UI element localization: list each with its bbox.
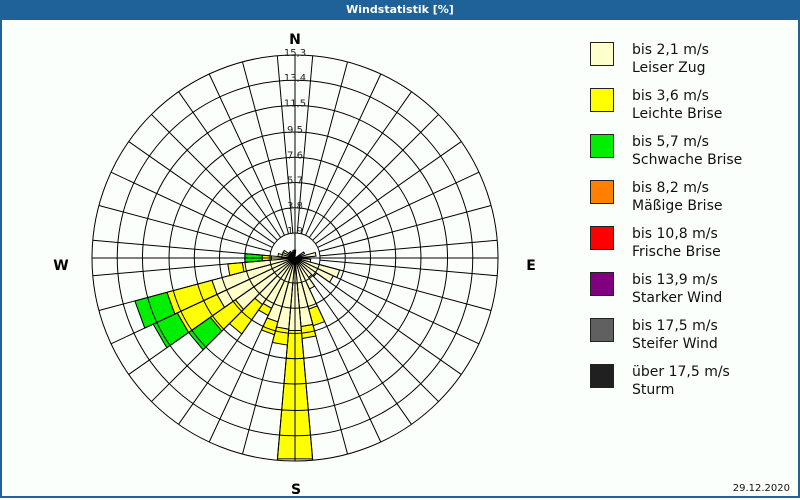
grid-spoke [178,278,282,425]
legend-label: Mäßige Brise [632,198,723,214]
grid-spoke [110,268,273,345]
legend-label: Steifer Wind [632,336,718,352]
compass-north: N [289,32,301,48]
radial-tick-label: 11,5 [284,98,306,109]
grid-spoke [92,259,271,277]
legend-swatch [590,180,614,204]
grid-spoke [317,268,480,345]
grid-spoke [178,91,282,238]
compass-west: W [53,258,68,274]
grid-spoke [128,141,275,245]
legend-label: Leichte Brise [632,106,723,122]
legend-label: Frische Brise [632,244,721,260]
legend-swatch [590,272,614,296]
grid-spoke [315,141,462,245]
grid-spoke [241,282,290,455]
legend-swatch [590,226,614,250]
grid-spoke [208,73,285,236]
wind-rose-bars [134,249,341,460]
grid-spoke [151,275,278,402]
legend-swatch [590,318,614,342]
wind-sector-segment [277,252,283,258]
grid-spoke [319,239,498,257]
grid-spoke [319,259,498,277]
grid-spoke [151,114,278,241]
legend-label: Leiser Zug [632,60,706,76]
radial-tick-label: 15,3 [284,48,306,59]
radial-tick-label: 5,7 [287,176,303,187]
grid-spoke [319,263,492,312]
legend-speed: bis 13,9 m/s [632,272,718,288]
radial-tick-labels: 1,9 3,8 5,7 7,6 9,5 11,5 13,4 15,3 [284,48,306,237]
grid-spoke [276,282,294,461]
legend-label: Schwache Brise [632,152,743,168]
radial-tick-label: 13,4 [284,73,306,84]
grid-spoke [98,204,271,253]
legend-speed: bis 5,7 m/s [632,134,709,150]
radial-tick-label: 7,6 [287,150,303,161]
legend-swatch [590,42,614,66]
grid-spoke [312,275,439,402]
compass-south: S [291,482,301,498]
grid-spoke [208,280,285,443]
compass-east: E [526,258,536,274]
legend-speed: bis 17,5 m/s [632,318,718,334]
legend-swatch [590,88,614,112]
grid-spoke [296,55,314,234]
radial-tick-label: 1,9 [287,226,303,237]
grid-spoke [300,282,349,455]
legend-speed: bis 2,1 m/s [632,42,709,58]
legend-speed: bis 10,8 m/s [632,226,718,242]
grid-spoke [276,55,294,234]
grid-spoke [92,239,271,257]
grid-spoke [128,271,275,375]
legend-speed: bis 8,2 m/s [632,180,709,196]
legend-label: Starker Wind [632,290,723,306]
grid-spoke [98,263,271,312]
grid-spoke [110,171,273,248]
wind-rose-chart: 1,9 3,8 5,7 7,6 9,5 11,5 13,4 15,3 N E S W [53,32,536,498]
legend-swatch [590,134,614,158]
grid-spoke [319,204,492,253]
radial-tick-label: 3,8 [287,201,303,212]
polar-grid [91,54,499,462]
legend-speed: bis 3,6 m/s [632,88,709,104]
legend-speed: über 17,5 m/s [632,364,730,380]
footer-date: 29.12.2020 [732,483,790,494]
grid-spoke [300,61,349,234]
grid-spoke [305,280,382,443]
grid-spoke [312,114,439,241]
grid-spoke [308,91,412,238]
window-title: Windstatistik [%] [0,0,800,20]
grid-spoke [317,171,480,248]
wind-sector-segment [294,251,306,259]
radial-tick-label: 9,5 [287,125,303,136]
grid-spoke [308,278,412,425]
grid-spoke [315,271,462,375]
legend-swatch [590,364,614,388]
grid-spoke [241,61,290,234]
grid-spoke [305,73,382,236]
grid-spoke [296,282,314,461]
legend-label: Sturm [632,382,675,398]
